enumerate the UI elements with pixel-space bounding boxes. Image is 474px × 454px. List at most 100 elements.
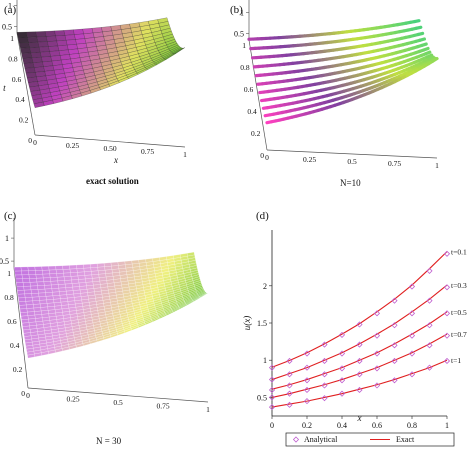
analytical-point bbox=[391, 377, 398, 384]
curve-segment bbox=[414, 25, 423, 30]
surface-cell bbox=[37, 285, 46, 290]
analytical-point bbox=[286, 382, 293, 389]
surface-cell bbox=[20, 266, 29, 272]
analytical-point bbox=[391, 342, 398, 349]
y-tick-label: 1 bbox=[263, 356, 267, 365]
surface-cell bbox=[30, 289, 39, 294]
surface-cell bbox=[83, 267, 92, 273]
analytical-point bbox=[443, 332, 451, 339]
t-tick-label: 0.2 bbox=[19, 116, 29, 125]
surface-cell bbox=[38, 296, 47, 301]
surface-cell bbox=[35, 273, 44, 279]
surface-cell bbox=[17, 37, 29, 44]
surface-cell bbox=[41, 266, 50, 271]
surface-cell bbox=[62, 265, 71, 270]
surface-cell bbox=[63, 276, 72, 281]
series-label: t=0.7 bbox=[451, 330, 467, 339]
z-tick-label: 0.5 bbox=[0, 257, 9, 266]
surface-cell bbox=[63, 29, 75, 36]
surface-cell bbox=[30, 52, 42, 59]
curve-segment bbox=[416, 31, 425, 37]
z-tick-label: 1 bbox=[5, 234, 9, 243]
panel-b-label: (b) bbox=[230, 4, 243, 16]
x-tick-label: 0.25 bbox=[66, 395, 79, 404]
analytical-point bbox=[426, 342, 433, 349]
curve-segment bbox=[431, 56, 439, 63]
surface-cell bbox=[58, 283, 66, 289]
surface-cell bbox=[37, 288, 46, 294]
exact-line bbox=[271, 284, 448, 381]
x-tick-label: 0.25 bbox=[303, 155, 316, 164]
z-tick-label: 1.5 bbox=[0, 218, 9, 220]
analytical-point bbox=[408, 332, 416, 339]
x-tick-label: 0.75 bbox=[156, 402, 169, 411]
surface-cell bbox=[20, 47, 32, 54]
t-tick-label: 1 bbox=[7, 269, 11, 278]
analytical-point bbox=[321, 357, 328, 365]
legend-analytical-marker bbox=[292, 436, 300, 443]
surface-cell bbox=[14, 270, 23, 276]
surface-cell bbox=[35, 270, 43, 275]
t-tick-label: 1 bbox=[10, 34, 14, 43]
surface-cell bbox=[89, 263, 98, 268]
surface-cell bbox=[22, 57, 34, 64]
series-label: t=0.5 bbox=[451, 308, 467, 317]
surface-cell bbox=[46, 35, 57, 42]
surface-curve bbox=[261, 55, 435, 110]
panel-c-label: (c) bbox=[4, 210, 17, 222]
y-axis-label: u(x) bbox=[242, 316, 252, 331]
x-axis-label: x bbox=[113, 155, 118, 165]
x-tick-label: 0.5 bbox=[113, 398, 123, 407]
analytical-point bbox=[303, 386, 311, 394]
surface-cell bbox=[19, 308, 28, 313]
surface-cell bbox=[13, 266, 22, 272]
surface-cell bbox=[19, 304, 28, 310]
analytical-point bbox=[321, 341, 328, 348]
surface-cell bbox=[44, 288, 53, 293]
surface-cell bbox=[34, 266, 43, 271]
t-axis-label: t bbox=[3, 83, 6, 93]
series-label: t=1 bbox=[451, 356, 461, 365]
surface-cell bbox=[38, 292, 47, 297]
surface-cell bbox=[48, 265, 57, 271]
surface-cell bbox=[16, 31, 28, 38]
analytical-point bbox=[268, 404, 276, 411]
analytical-point bbox=[321, 382, 328, 389]
surface-cell bbox=[64, 279, 73, 285]
analytical-point bbox=[303, 350, 311, 357]
analytical-point bbox=[356, 386, 363, 394]
panel-a-surface-chart: 0.511.522.500.250.500.75110.80.60.40.20u… bbox=[2, 0, 187, 165]
t-tick-label: 0 bbox=[28, 136, 32, 145]
surface-cell bbox=[44, 284, 53, 290]
x-tick-label: 0 bbox=[33, 138, 37, 147]
surface-curve bbox=[256, 46, 430, 86]
surface-cell bbox=[18, 297, 26, 302]
analytical-point bbox=[408, 310, 416, 317]
surface-cell bbox=[77, 271, 86, 277]
t-tick-label: 0.8 bbox=[8, 54, 18, 63]
surface-cell bbox=[69, 264, 78, 270]
legend-analytical-label: Analytical bbox=[304, 435, 338, 444]
surface-curve bbox=[249, 25, 423, 51]
z-tick-label: 1 bbox=[240, 9, 244, 18]
surface-cell bbox=[29, 281, 38, 287]
analytical-point bbox=[408, 371, 416, 378]
surface-cell bbox=[28, 270, 37, 275]
t-tick-label: 0.2 bbox=[13, 365, 23, 374]
t-tick-label: 0.6 bbox=[7, 317, 17, 326]
analytical-point bbox=[321, 371, 328, 378]
x-tick-label: 0 bbox=[265, 153, 269, 162]
y-tick-label: 2 bbox=[263, 282, 267, 291]
x-axis-line bbox=[34, 134, 186, 148]
analytical-point bbox=[408, 283, 416, 290]
curve-segment bbox=[422, 46, 430, 52]
panel-d-label: (d) bbox=[256, 210, 269, 222]
x-tick-label: 0.6 bbox=[372, 421, 382, 430]
analytical-point bbox=[268, 394, 276, 401]
x-tick-label: 0.50 bbox=[103, 144, 116, 153]
analytical-point bbox=[303, 398, 311, 405]
panel-b-caption: N=10 bbox=[340, 178, 361, 188]
x-axis-line bbox=[27, 387, 209, 403]
surface-cell bbox=[83, 264, 91, 269]
